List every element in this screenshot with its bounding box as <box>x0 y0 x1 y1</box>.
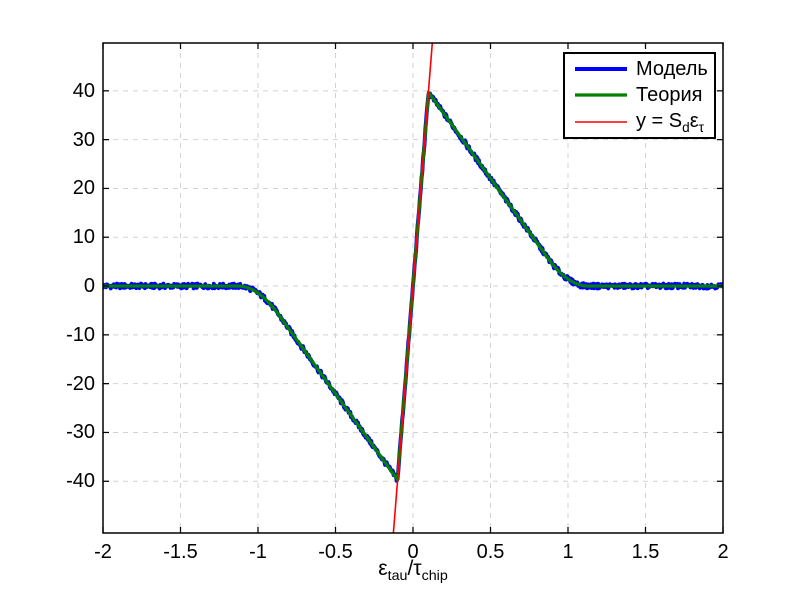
y-tick-label: -40 <box>66 470 95 493</box>
x-tick-label: 1.5 <box>631 541 660 563</box>
legend-row-sd-line: y = Sdετ <box>575 110 714 136</box>
x-tick-label: 2 <box>717 541 729 563</box>
x-tick-label: 0.5 <box>476 541 505 563</box>
y-tick-label: 20 <box>72 177 95 200</box>
x-tick-label: -2 <box>94 541 112 563</box>
x-axis-label-main1: ε <box>378 557 388 580</box>
y-tick-label: 0 <box>83 275 95 298</box>
legend-line-sample-sd-line <box>575 121 627 123</box>
x-axis-label-sub1: tau <box>387 568 408 585</box>
legend-row-theory: Теория <box>575 84 714 107</box>
data-curves <box>103 43 723 533</box>
legend-label-theory: Теория <box>636 83 703 106</box>
x-axis-label: εtau/τchip <box>103 557 723 585</box>
y-tick-label: 40 <box>72 79 95 102</box>
legend-line-sample-theory <box>575 93 627 98</box>
legend-row-model: Модель <box>575 58 714 81</box>
x-tick-label: -0.5 <box>318 541 353 563</box>
x-tick-label: -1.5 <box>163 541 198 563</box>
y-tick-label: -10 <box>66 323 95 346</box>
legend-label-sd-line: y = Sdετ <box>636 110 704 136</box>
x-tick-label: 1 <box>562 541 574 563</box>
legend-line-sample-model <box>575 67 627 72</box>
y-tick-label: -20 <box>66 372 95 395</box>
axes-box <box>102 42 724 534</box>
legend: Модель Теория y = Sdετ <box>563 52 716 139</box>
x-tick-label: 0 <box>407 541 419 563</box>
sd-slope-line <box>392 43 434 533</box>
y-tick-label: 10 <box>72 226 95 249</box>
x-axis-label-sub2: chip <box>421 568 448 585</box>
y-tick-label: -30 <box>66 421 95 444</box>
x-tick-label: -1 <box>249 541 267 563</box>
x-axis-label-main2: /τ <box>407 557 422 580</box>
y-tick-label: 30 <box>72 128 95 151</box>
legend-label-model: Модель <box>636 57 708 80</box>
